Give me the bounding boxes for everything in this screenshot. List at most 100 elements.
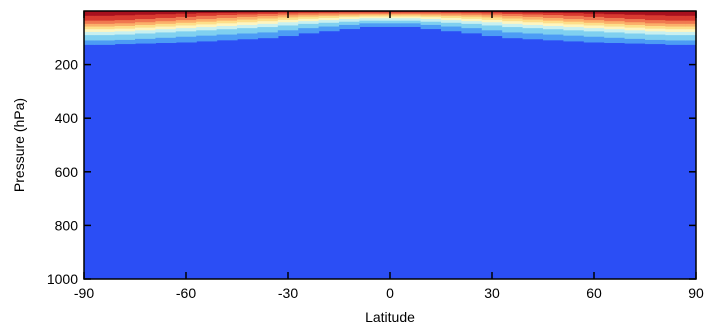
heatmap-cell — [84, 15, 95, 22]
heatmap-cell — [175, 25, 197, 29]
heatmap-cell — [298, 11, 320, 14]
heatmap-cell — [563, 21, 585, 25]
heatmap-cell — [645, 31, 666, 35]
heatmap-cell — [563, 27, 585, 31]
heatmap-cell — [84, 35, 95, 41]
x-tick-label: -60 — [176, 285, 196, 301]
heatmap-cell — [624, 30, 646, 34]
heatmap-cell — [461, 28, 483, 34]
heatmap-cell — [298, 28, 320, 34]
heatmap-cell — [135, 24, 156, 29]
heatmap-cell — [175, 28, 197, 32]
heatmap-cell — [563, 19, 585, 23]
heatmap-cell — [84, 29, 95, 33]
heatmap-cell — [461, 14, 483, 18]
heatmap-cell — [400, 13, 422, 16]
heatmap-cell — [645, 39, 666, 45]
heatmap-cell — [175, 36, 197, 43]
heatmap-cell — [563, 24, 585, 28]
heatmap-cell — [359, 15, 381, 18]
heatmap-cell — [543, 11, 564, 14]
heatmap-cell — [257, 12, 279, 15]
heatmap-cell — [441, 22, 462, 27]
heatmap-cell — [441, 12, 462, 15]
y-tick-label: 400 — [55, 110, 79, 126]
heatmap-cell — [441, 17, 462, 21]
y-tick-label: 800 — [55, 217, 79, 233]
heatmap-cell — [563, 11, 585, 14]
heatmap-cell — [155, 23, 177, 27]
heatmap-cell — [339, 15, 360, 18]
heatmap-cell — [196, 21, 218, 25]
heatmap-cell — [114, 20, 136, 24]
heatmap-cell — [604, 11, 626, 15]
heatmap-cell — [196, 27, 218, 31]
heatmap-cell — [461, 13, 483, 16]
heatmap-cell — [502, 23, 524, 28]
heatmap-cell — [522, 11, 544, 14]
heatmap-cell — [94, 11, 116, 17]
y-tick-label: 200 — [55, 57, 79, 73]
heatmap-cells — [84, 11, 697, 279]
heatmap-cell — [155, 11, 177, 15]
heatmap-cell — [216, 12, 238, 16]
heatmap-cell — [318, 11, 340, 14]
heatmap-cell — [379, 20, 401, 24]
heatmap-cell — [543, 34, 564, 41]
heatmap-cell — [216, 15, 238, 19]
heatmap-cell — [441, 26, 462, 32]
heatmap-cell — [624, 24, 646, 29]
heatmap-cell — [624, 11, 646, 16]
heatmap-cell — [441, 11, 462, 14]
heatmap-cell — [583, 31, 605, 38]
heatmap-cell — [135, 30, 156, 34]
x-tick-label: 0 — [386, 285, 394, 301]
heatmap-cell — [563, 13, 585, 17]
heatmap-cell — [665, 29, 687, 33]
heatmap-cell — [216, 34, 238, 41]
heatmap-cell — [257, 18, 279, 22]
heatmap-cell — [502, 32, 524, 39]
heatmap-cell — [114, 31, 136, 35]
heatmap-cell — [135, 22, 156, 26]
heatmap-cell — [400, 11, 422, 13]
heatmap-cell — [94, 15, 116, 22]
heatmap-cell — [359, 18, 381, 22]
heatmap-cell — [318, 16, 340, 19]
heatmap-cell — [400, 15, 422, 18]
heatmap-cell — [114, 28, 136, 32]
heatmap-cell — [114, 15, 136, 21]
heatmap-cell — [94, 31, 116, 36]
heatmap-cell — [298, 16, 320, 20]
heatmap-cell — [339, 21, 360, 26]
heatmap-cell — [339, 19, 360, 23]
heatmap-cell — [84, 26, 95, 30]
heatmap-cell — [196, 19, 218, 23]
heatmap-cell — [522, 24, 544, 29]
heatmap-cell — [543, 12, 564, 16]
heatmap-cell — [237, 14, 258, 18]
heatmap-cell — [502, 18, 524, 22]
heatmap-cell — [543, 20, 564, 24]
heatmap-cell — [114, 26, 136, 30]
heatmap-cell — [257, 23, 279, 28]
heatmap-cell — [563, 30, 585, 37]
x-tick-label: 30 — [484, 285, 500, 301]
heatmap-cell — [522, 14, 544, 18]
heatmap-cell — [135, 27, 156, 31]
heatmap-cell — [237, 19, 258, 23]
heatmap-cell — [237, 33, 258, 40]
heatmap-cell — [502, 13, 524, 17]
heatmap-cell — [237, 22, 258, 26]
heatmap-cell — [196, 11, 218, 14]
heatmap-cell — [135, 14, 156, 20]
heatmap-cell — [298, 14, 320, 18]
heatmap-cell — [543, 15, 564, 19]
heatmap-cell — [400, 16, 422, 19]
heatmap-cell — [583, 25, 605, 29]
heatmap-cell — [94, 35, 116, 41]
heatmap-cell — [216, 26, 238, 30]
heatmap-cell — [155, 14, 177, 19]
heatmap-cell — [685, 23, 697, 27]
